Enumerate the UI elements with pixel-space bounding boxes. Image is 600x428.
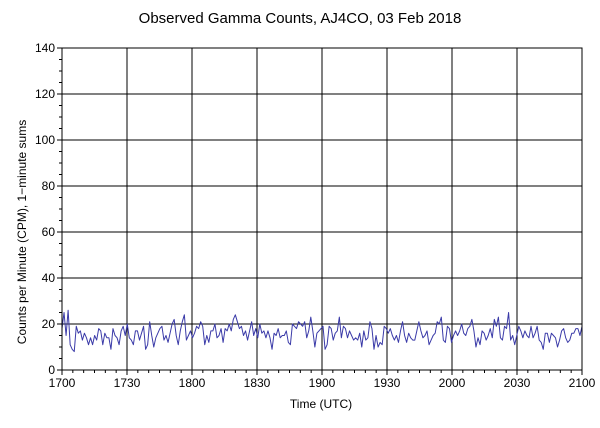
series-line-0	[61, 309, 583, 353]
chart-title: Observed Gamma Counts, AJ4CO, 03 Feb 201…	[138, 10, 462, 27]
y-tick-label: 80	[42, 179, 56, 193]
x-tick-label: 1900	[309, 376, 336, 390]
y-tick-label: 100	[35, 133, 55, 147]
plot-frame	[61, 47, 583, 371]
x-tick-label: 2100	[569, 376, 596, 390]
y-tick-label: 120	[35, 87, 55, 101]
y-tick-label: 140	[35, 41, 55, 55]
x-tick-label: 2000	[439, 376, 466, 390]
x-tick-label: 2030	[504, 376, 531, 390]
x-tick-label: 1800	[179, 376, 206, 390]
x-tick-label: 1930	[374, 376, 401, 390]
y-axis-label: Counts per Minute (CPM), 1−minute sums	[15, 120, 29, 344]
y-tick-label: 0	[48, 363, 55, 377]
plot-area: 1700 1730 1800 1830 1900 1930 2000 2030 2100 0 20 4…	[35, 41, 596, 390]
x-tick-label: 1830	[244, 376, 271, 390]
y-tick-label: 20	[42, 317, 56, 331]
x-tick-label: 1700	[49, 376, 76, 390]
x-tick-label: 1730	[114, 376, 141, 390]
y-tick-label: 60	[42, 225, 56, 239]
y-tick-label: 40	[42, 271, 56, 285]
x-axis-label: Time (UTC)	[290, 397, 352, 411]
